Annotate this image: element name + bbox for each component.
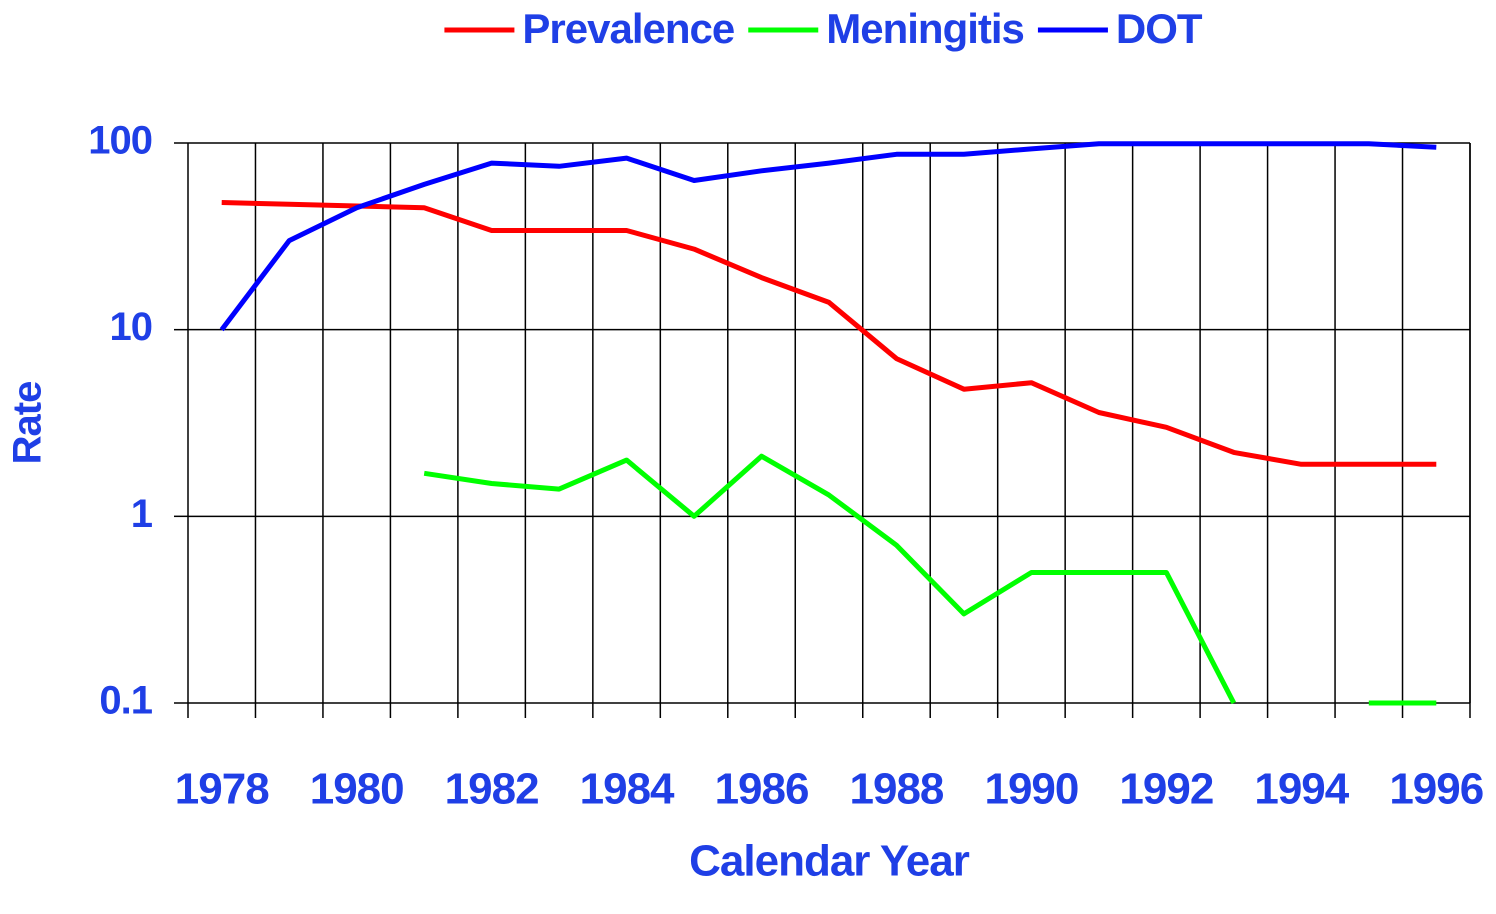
y-tick-label: 0.1 bbox=[99, 679, 152, 723]
legend-label: Meningitis bbox=[826, 5, 1024, 52]
x-tick-label: 1978 bbox=[175, 765, 269, 814]
x-tick-label: 1986 bbox=[715, 765, 809, 814]
x-tick-label: 1988 bbox=[850, 765, 944, 814]
x-tick-label: 1996 bbox=[1389, 765, 1483, 814]
y-tick-label: 100 bbox=[88, 119, 152, 163]
legend-label: DOT bbox=[1116, 5, 1203, 52]
legend-label: Prevalence bbox=[522, 5, 734, 52]
line-series bbox=[219, 141, 1437, 332]
line-series bbox=[423, 453, 1437, 706]
x-tick-label: 1980 bbox=[310, 765, 404, 814]
x-tick-label: 1994 bbox=[1254, 765, 1349, 814]
y-axis-label: Rate bbox=[6, 382, 50, 465]
x-tick-label: 1984 bbox=[580, 765, 675, 814]
x-tick-label: 1992 bbox=[1119, 765, 1213, 814]
x-axis-label: Calendar Year bbox=[689, 837, 970, 886]
x-tick-label: 1982 bbox=[445, 765, 539, 814]
line-series bbox=[221, 200, 1437, 467]
y-tick-label: 10 bbox=[110, 305, 153, 349]
y-tick-label: 1 bbox=[131, 492, 153, 536]
x-tick-label: 1990 bbox=[984, 765, 1078, 814]
